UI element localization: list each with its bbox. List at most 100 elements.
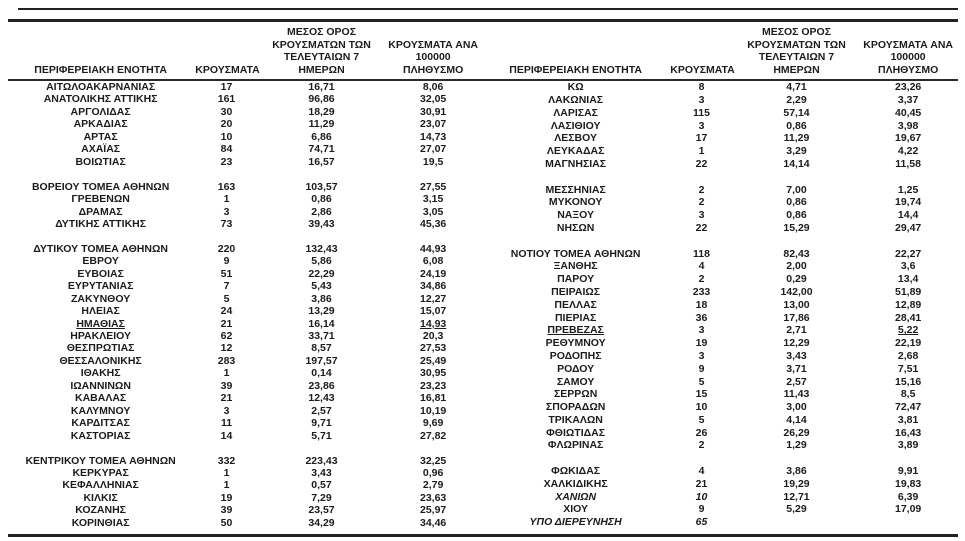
table-row: ΛΕΥΚΑΔΑΣ 1 3,29 4,22 — [483, 145, 958, 158]
cases-cell: 15 — [695, 388, 708, 401]
spacer-row — [483, 452, 958, 465]
table-row: ΚΑΒΑΛΑΣ 21 12,43 16,81 — [8, 392, 483, 404]
table-row: ΚΟΖΑΝΗΣ 39 23,57 25,97 — [8, 504, 483, 516]
region-cell: ΡΟΔΟΥ — [557, 362, 595, 375]
cases-cell: 9 — [223, 255, 230, 268]
cases-cell: 14 — [220, 429, 233, 442]
per100k-cell: 30,95 — [419, 367, 447, 380]
cases-cell: 39 — [220, 379, 233, 392]
table-row: ΠΙΕΡΙΑΣ 36 17,86 28,41 — [483, 311, 958, 324]
per100k-cell: 22,27 — [894, 247, 922, 260]
region-cell: ΕΥΡΥΤΑΝΙΑΣ — [67, 280, 134, 293]
table-row: ΚΕΝΤΡΙΚΟΥ ΤΟΜΕΑ ΑΘΗΝΩΝ 332 223,43 32,25 — [8, 455, 483, 467]
avg7-cell: 19,29 — [783, 477, 810, 490]
avg7-cell: 17,86 — [783, 311, 810, 324]
region-cell: ΙΘΑΚΗΣ — [80, 367, 121, 380]
cases-cell: 51 — [220, 267, 233, 280]
avg7-cell: 13,00 — [783, 298, 810, 311]
region-cell: ΦΛΩΡΙΝΑΣ — [547, 439, 604, 452]
region-cell: ΝΗΣΩΝ — [556, 221, 595, 234]
region-cell: ΜΑΓΝΗΣΙΑΣ — [545, 157, 607, 170]
cases-cell: 18 — [695, 298, 708, 311]
per100k-cell: 9,91 — [897, 465, 919, 478]
cases-cell: 5 — [698, 413, 705, 426]
per100k-cell: 1,25 — [897, 183, 919, 196]
table-row: ΣΑΜΟΥ 5 2,57 15,16 — [483, 375, 958, 388]
avg7-cell: 2,86 — [311, 205, 332, 218]
per100k-cell: 5,22 — [897, 324, 919, 337]
table-row: ΔΥΤΙΚΗΣ ΑΤΤΙΚΗΣ 73 39,43 45,36 — [8, 218, 483, 230]
per100k-cell: 3,37 — [897, 94, 919, 106]
avg7-cell: 23,86 — [308, 379, 335, 392]
avg7-cell: 142,00 — [780, 285, 813, 298]
table-row: ΚΑΛΥΜΝΟΥ 3 2,57 10,19 — [8, 405, 483, 417]
table-row: ΛΑΣΙΘΙΟΥ 3 0,86 3,98 — [483, 119, 958, 132]
table-row: ΝΑΞΟΥ 3 0,86 14,4 — [483, 209, 958, 222]
table-row: ΠΕΛΛΑΣ 18 13,00 12,89 — [483, 299, 958, 312]
cases-cell: 19 — [695, 337, 708, 350]
cases-cell: 3 — [698, 349, 705, 362]
table-row: ΦΩΚΙΔΑΣ 4 3,86 9,91 — [483, 465, 958, 478]
spacer-row — [483, 171, 958, 184]
region-cell: ΛΕΣΒΟΥ — [554, 132, 598, 145]
cases-cell: 5 — [223, 292, 230, 305]
cases-cell: 26 — [695, 426, 708, 439]
region-cell: ΜΕΣΣΗΝΙΑΣ — [545, 183, 606, 196]
table-row: ΜΕΣΣΗΝΙΑΣ 2 7,00 1,25 — [483, 183, 958, 196]
avg7-cell: 0,86 — [786, 196, 807, 209]
per100k-cell: 8,5 — [900, 388, 916, 401]
per100k-cell: 2,68 — [897, 349, 919, 362]
avg7-cell — [735, 516, 859, 529]
tables-container: ΠΕΡΙΦΕΡΕΙΑΚΗ ΕΝΟΤΗΤΑ ΚΡΟΥΣΜΑΤΑ ΜΕΣΟΣ ΟΡΟ… — [8, 22, 958, 529]
table-row: ΚΕΦΑΛΛΗΝΙΑΣ 1 0,57 2,79 — [8, 479, 483, 491]
region-cell: ΚΕΝΤΡΙΚΟΥ ΤΟΜΕΑ ΑΘΗΝΩΝ — [25, 454, 176, 467]
per100k-cell: 45,36 — [419, 217, 447, 230]
avg7-cell: 82,43 — [783, 247, 810, 260]
avg7-cell: 23,57 — [308, 504, 335, 517]
region-cell: ΖΑΚΥΝΘΟΥ — [71, 292, 131, 305]
per100k-cell: 0,96 — [422, 467, 444, 479]
avg7-cell: 26,29 — [783, 426, 810, 439]
table-row: ΑΧΑΪΑΣ 84 74,71 27,07 — [8, 143, 483, 155]
region-cell: ΧΙΟΥ — [563, 503, 589, 516]
avg7-cell: 6,86 — [311, 130, 332, 143]
table-row: ΚΑΣΤΟΡΙΑΣ 14 5,71 27,82 — [8, 430, 483, 442]
table-row: ΜΑΓΝΗΣΙΑΣ 22 14,14 11,58 — [483, 158, 958, 171]
region-cell: ΤΡΙΚΑΛΩΝ — [548, 413, 603, 426]
per100k-cell: 15,16 — [894, 375, 922, 388]
avg7-cell: 33,71 — [308, 330, 335, 343]
region-cell: ΝΑΞΟΥ — [557, 209, 595, 222]
cases-cell: 62 — [220, 330, 233, 343]
table-row: ΑΡΚΑΔΙΑΣ 20 11,29 23,07 — [8, 118, 483, 130]
region-cell: ΠΕΛΛΑΣ — [554, 298, 597, 311]
avg7-cell: 4,71 — [786, 81, 807, 94]
avg7-cell: 1,29 — [786, 439, 807, 452]
avg7-cell: 2,57 — [311, 404, 332, 417]
cases-cell: 22 — [695, 157, 708, 170]
cases-cell: 233 — [692, 285, 711, 298]
per100k-cell — [858, 516, 958, 529]
region-cell: ΛΑΡΙΣΑΣ — [553, 106, 598, 119]
per100k-cell: 27,55 — [419, 180, 447, 193]
region-cell: ΧΑΛΚΙΔΙΚΗΣ — [543, 477, 608, 490]
per100k-cell: 23,07 — [419, 118, 447, 131]
table-row: ΡΟΔΟΠΗΣ 3 3,43 2,68 — [483, 350, 958, 363]
per100k-cell: 40,45 — [894, 106, 922, 119]
avg7-cell: 74,71 — [308, 143, 335, 156]
spacer-row — [8, 230, 483, 242]
per100k-cell: 20,3 — [422, 330, 444, 343]
cases-cell: 3 — [698, 324, 705, 337]
cases-cell: 1 — [223, 367, 230, 380]
region-cell: ΕΒΡΟΥ — [82, 255, 119, 268]
cases-cell: 3 — [698, 119, 705, 132]
per100k-cell: 3,81 — [897, 413, 919, 426]
avg7-cell: 223,43 — [305, 454, 338, 467]
top-rule-thin — [18, 8, 958, 10]
region-cell: ΑΡΤΑΣ — [83, 130, 118, 143]
region-cell: ΥΠΟ ΔΙΕΡΕΥΝΗΣΗ — [529, 516, 622, 529]
table-row: ΝΟΤΙΟΥ ΤΟΜΕΑ ΑΘΗΝΩΝ 118 82,43 22,27 — [483, 247, 958, 260]
per100k-cell: 27,07 — [419, 143, 447, 156]
cases-cell: 84 — [220, 143, 233, 156]
avg7-cell: 3,86 — [311, 292, 332, 305]
avg7-cell: 7,00 — [786, 183, 807, 196]
